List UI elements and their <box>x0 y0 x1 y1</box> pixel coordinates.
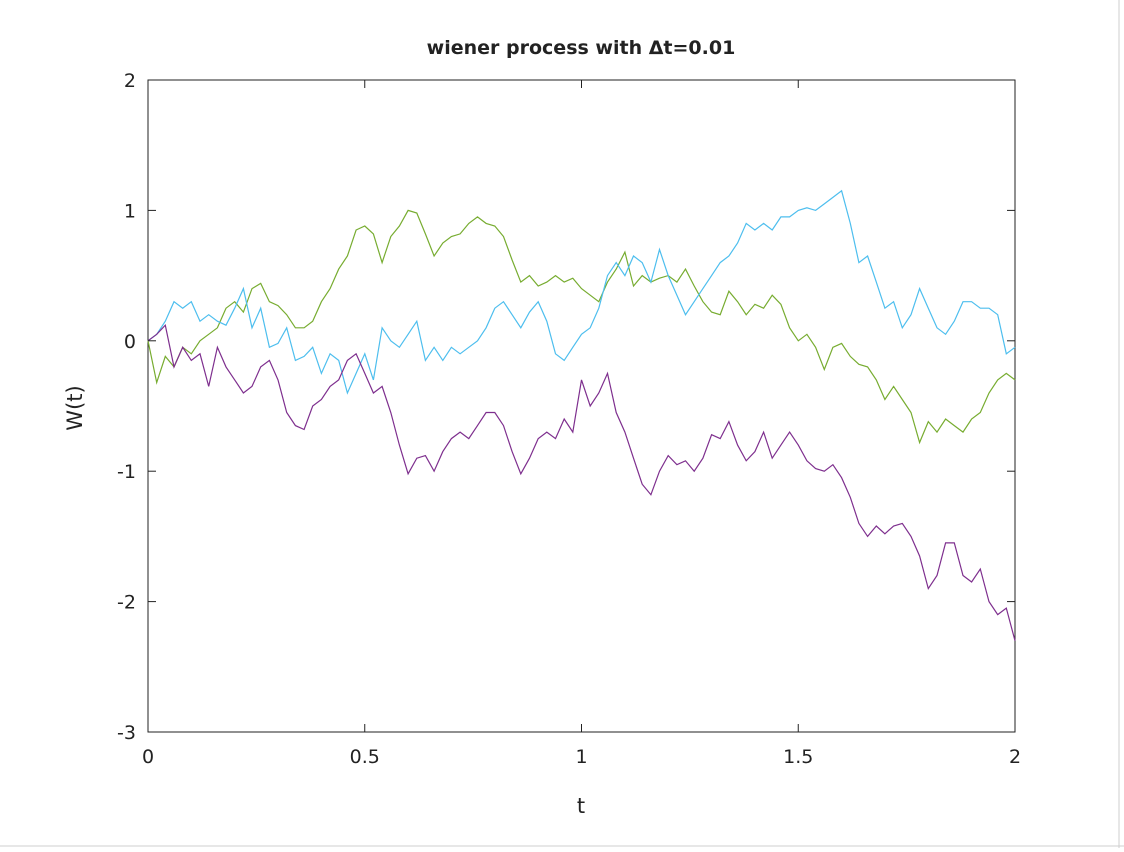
y-axis-ticks: -3 -2 -1 0 1 2 <box>117 70 1015 744</box>
x-axis-ticks: 0 0.5 1 1.5 2 <box>142 80 1021 768</box>
x-axis-label: t <box>577 794 585 818</box>
x-tick-label: 1 <box>575 746 587 768</box>
series-line-1 <box>147 209 1016 445</box>
y-tick-label: -3 <box>117 722 136 744</box>
y-axis-label: W(t) <box>63 385 87 430</box>
x-tick-label: 0 <box>142 746 154 768</box>
chart-title: wiener process with Δt=0.01 <box>427 37 736 59</box>
y-tick-label: 1 <box>124 200 136 222</box>
series-line-3 <box>147 323 1016 641</box>
x-tick-label: 1.5 <box>783 746 813 768</box>
series-line-2 <box>147 189 1016 395</box>
series-group <box>147 189 1016 641</box>
y-tick-label: 0 <box>124 331 136 353</box>
plot-area-border <box>147 79 1016 733</box>
y-tick-label: -2 <box>117 592 136 614</box>
x-tick-label: 2 <box>1009 746 1021 768</box>
x-tick-label: 0.5 <box>350 746 380 768</box>
y-tick-label: 2 <box>124 70 136 92</box>
y-tick-label: -1 <box>117 461 136 483</box>
